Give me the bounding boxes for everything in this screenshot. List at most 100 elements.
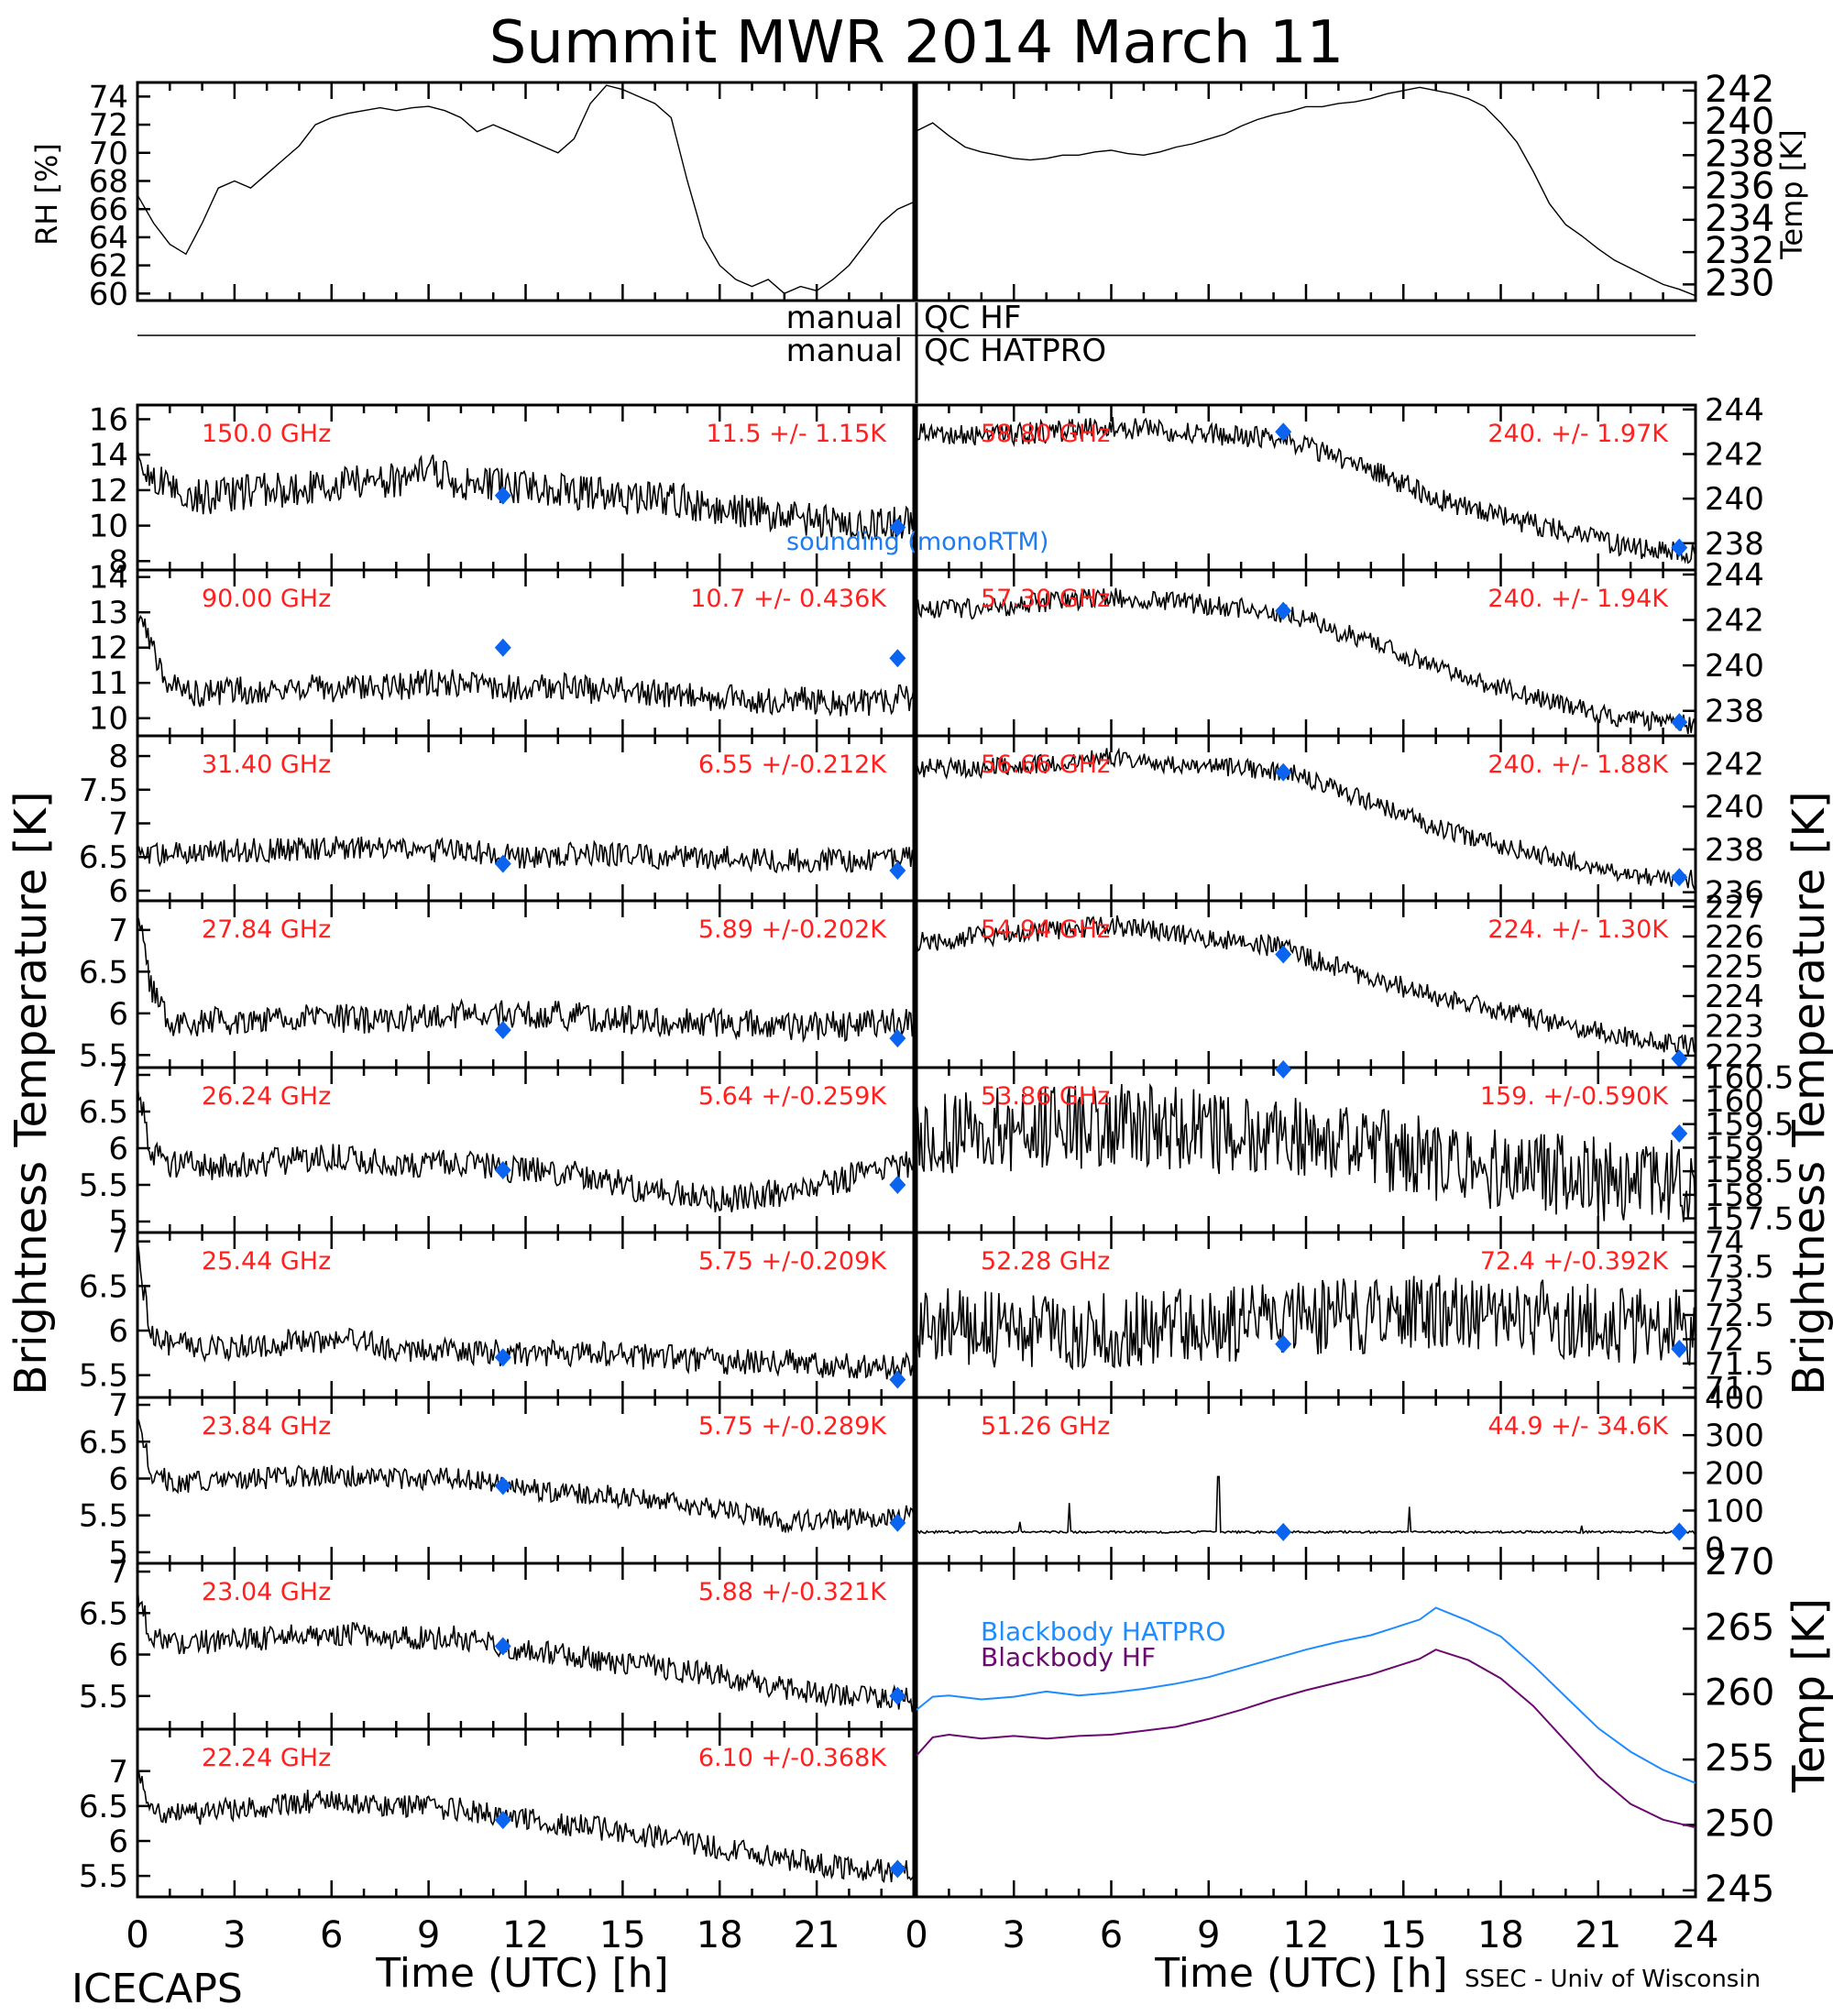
y-tick-label-26: 6.5: [79, 1094, 128, 1131]
frequency-label-52.28: 52.28 GHz: [981, 1247, 1110, 1276]
frequency-label-90: 90.00 GHz: [202, 585, 331, 613]
sounding-marker: [1671, 1049, 1688, 1068]
x-tick-label-right: 15: [1380, 1914, 1427, 1956]
y-tick-label-blackbody: 270: [1705, 1541, 1774, 1583]
frequency-label-53.86: 53.86 GHz: [981, 1082, 1110, 1111]
frequency-label-58.8: 58.80 GHz: [981, 420, 1110, 448]
frequency-label-31: 31.40 GHz: [202, 751, 331, 779]
stats-label-54.94: 224. +/- 1.30K: [1487, 915, 1669, 944]
sounding-marker: [494, 1348, 511, 1367]
y-tick-label-temp: 234: [1705, 198, 1774, 240]
series-line-blackbody-hatpro: [916, 1606, 1696, 1784]
y-tick-label-27: 5.5: [79, 1037, 128, 1074]
y-tick-label-52.28: 72.5: [1705, 1298, 1774, 1334]
sounding-marker: [1275, 422, 1292, 442]
sounding-marker: [1275, 762, 1292, 782]
x-tick-label-right: 3: [1003, 1914, 1026, 1956]
y-tick-label-51.26: 200: [1705, 1455, 1764, 1492]
y-tick-label-27: 6.5: [79, 954, 128, 991]
y-tick-label-rh: 62: [89, 248, 128, 285]
sounding-marker: [1275, 601, 1292, 620]
y-tick-label-rh: 64: [89, 220, 128, 257]
panel-frame-blackbody: [915, 1561, 1697, 1899]
y-tick-label-53.86: 158.5: [1705, 1154, 1794, 1190]
data-trace-31: [137, 836, 915, 874]
sounding-marker: [1275, 1522, 1292, 1541]
stats-label-57.3: 240. +/- 1.94K: [1487, 585, 1669, 613]
data-trace-26: [137, 1081, 915, 1213]
data-trace-22: [137, 1771, 915, 1883]
data-trace-56.66: [916, 747, 1696, 891]
sounding-marker: [1671, 1124, 1688, 1143]
y-tick-label-57.3: 240: [1705, 648, 1764, 685]
data-trace-27: [137, 917, 915, 1044]
stats-label-56.66: 240. +/- 1.88K: [1487, 751, 1669, 779]
y-tick-label-150: 10: [89, 509, 128, 545]
y-tick-label-150: 8: [108, 543, 128, 580]
stats-label-150: 11.5 +/- 1.15K: [706, 420, 887, 448]
sounding-marker: [1671, 868, 1688, 887]
y-tick-label-23.84: 6: [108, 1461, 128, 1497]
stats-label-27: 5.89 +/-0.202K: [698, 915, 887, 944]
y-tick-label-25: 6.5: [79, 1268, 128, 1305]
y-tick-label-temp: 230: [1705, 262, 1774, 304]
y-tick-label-51.26: 300: [1705, 1418, 1764, 1454]
y-tick-label-31: 7: [108, 806, 128, 843]
y-tick-label-23.04: 6: [108, 1638, 128, 1674]
frequency-label-27: 27.84 GHz: [202, 915, 331, 944]
data-trace-23.04: [137, 1584, 915, 1713]
data-trace-150: [137, 445, 915, 542]
data-trace-temp: [916, 86, 1696, 297]
y-tick-label-52.28: 71: [1705, 1370, 1744, 1407]
qc-section: manual QC HF manual QC HATPRO: [137, 300, 1696, 403]
stats-label-90: 10.7 +/- 0.436K: [690, 585, 887, 613]
data-trace-25: [137, 1239, 915, 1380]
frequency-label-23.04: 23.04 GHz: [202, 1578, 331, 1606]
x-tick-label-left: 21: [794, 1914, 840, 1956]
stats-label-26: 5.64 +/-0.259K: [698, 1082, 887, 1111]
sounding-marker: [889, 1513, 906, 1532]
y-tick-label-22: 5.5: [79, 1858, 128, 1895]
x-tick-label-left: 0: [126, 1914, 148, 1956]
sounding-marker: [889, 860, 906, 880]
x-axis-label-right: Time (UTC) [h]: [1154, 1950, 1447, 1997]
sounding-marker: [494, 638, 511, 657]
figure-title: Summit MWR 2014 March 11: [489, 9, 1345, 77]
stats-label-23.84: 5.75 +/-0.289K: [698, 1412, 887, 1441]
bb-y-axis-label: Temp [K]: [1784, 1598, 1833, 1793]
y-tick-label-23.04: 6.5: [79, 1595, 128, 1632]
y-tick-label-57.3: 238: [1705, 694, 1764, 730]
y-tick-label-58.8: 238: [1705, 526, 1764, 563]
frequency-label-22: 22.24 GHz: [202, 1744, 331, 1772]
y-tick-label-150: 14: [89, 437, 128, 474]
data-trace-90: [137, 614, 915, 717]
y-tick-label-56.66: 236: [1705, 875, 1764, 912]
sounding-legend: sounding (monoRTM): [786, 528, 1048, 556]
y-tick-label-52.28: 73.5: [1705, 1249, 1774, 1286]
y-tick-label-23.84: 5.5: [79, 1498, 128, 1535]
frequency-label-51.26: 51.26 GHz: [981, 1412, 1110, 1441]
y-tick-label-temp: 242: [1705, 69, 1774, 111]
y-tick-label-27: 7: [108, 913, 128, 949]
stats-label-53.86: 159. +/-0.590K: [1480, 1082, 1669, 1111]
y-tick-label-rh: 68: [89, 163, 128, 200]
frequency-label-56.66: 56.66 GHz: [981, 751, 1110, 779]
y-tick-label-rh: 70: [89, 136, 128, 172]
data-trace-57.3: [916, 587, 1696, 735]
y-tick-label-blackbody: 250: [1705, 1802, 1774, 1845]
bb-hf-legend: Blackbody HF: [981, 1642, 1156, 1672]
x-tick-label-right: 9: [1197, 1914, 1220, 1956]
y-tick-label-31: 6.5: [79, 839, 128, 876]
y-tick-label-53.86: 158: [1705, 1178, 1764, 1214]
sounding-marker: [494, 1811, 511, 1830]
sounding-marker: [889, 1686, 906, 1705]
y-tick-label-90: 12: [89, 630, 128, 667]
x-tick-label-right: 12: [1283, 1914, 1330, 1956]
y-tick-label-blackbody: 265: [1705, 1606, 1774, 1649]
panels: 6062646668707274230232234236238240242810…: [79, 69, 1794, 1956]
sounding-marker: [494, 1161, 511, 1179]
data-trace-58.8: [916, 417, 1696, 564]
qc-hf-manual-label: manual: [786, 300, 903, 336]
sounding-marker: [494, 486, 511, 505]
y-tick-label-52.28: 74: [1705, 1225, 1744, 1262]
